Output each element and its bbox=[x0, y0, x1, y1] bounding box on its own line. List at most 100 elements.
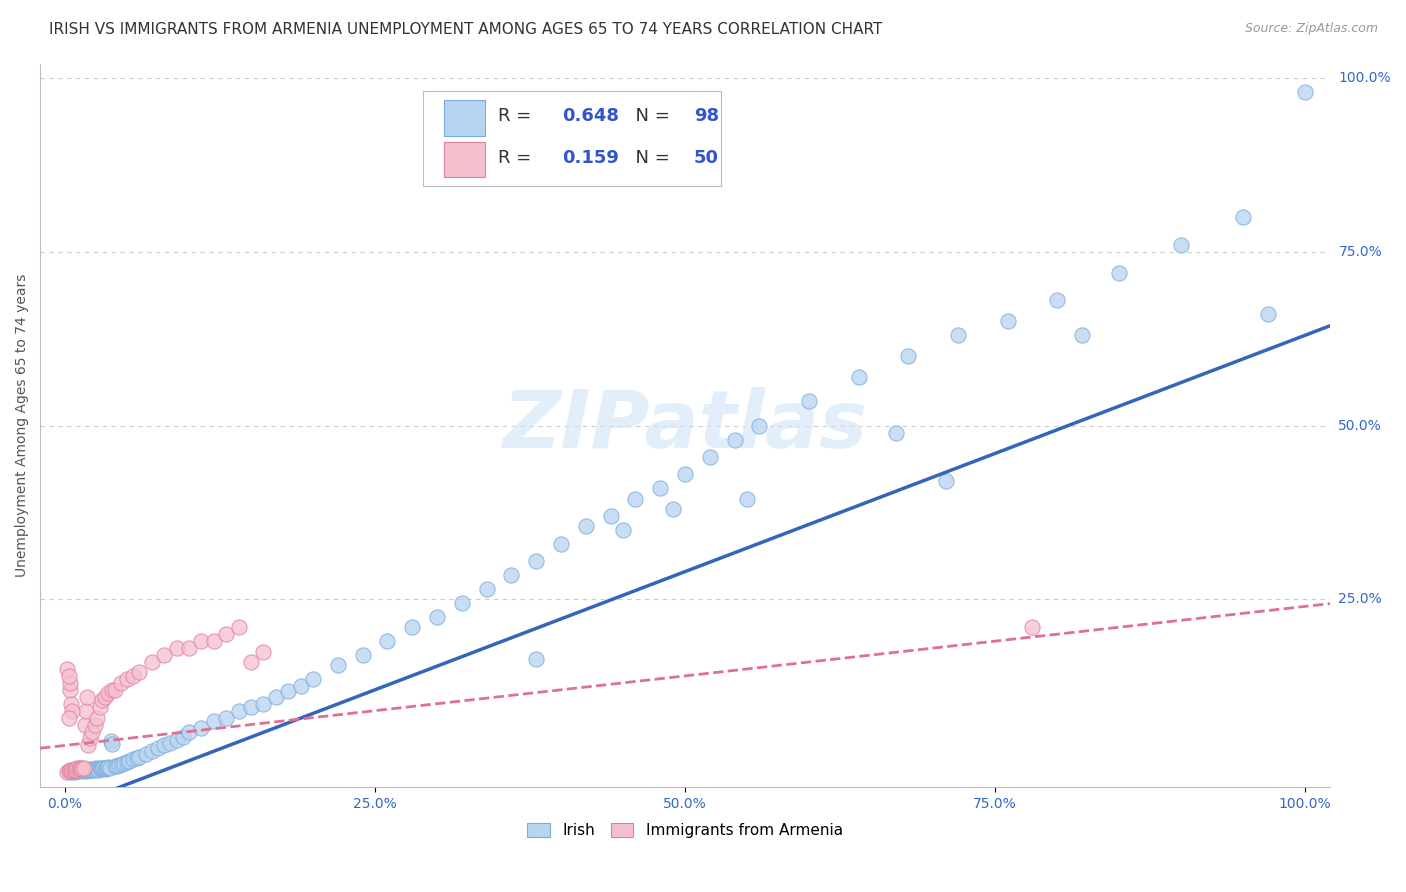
Text: 50: 50 bbox=[695, 149, 718, 167]
Point bbox=[1046, 293, 1069, 308]
Point bbox=[239, 655, 262, 669]
Point bbox=[77, 764, 100, 778]
Point bbox=[153, 739, 176, 753]
Point bbox=[1071, 328, 1094, 343]
Point bbox=[650, 481, 672, 495]
Point bbox=[94, 761, 117, 775]
Point bbox=[72, 763, 94, 777]
Point bbox=[141, 744, 163, 758]
Point bbox=[91, 761, 114, 775]
Point bbox=[63, 764, 86, 779]
Point bbox=[93, 761, 115, 775]
Text: N =: N = bbox=[624, 149, 676, 167]
Point bbox=[997, 314, 1019, 328]
Point bbox=[63, 762, 86, 776]
Point bbox=[202, 714, 225, 728]
Point bbox=[60, 697, 83, 711]
Text: 100.0%: 100.0% bbox=[1339, 71, 1391, 85]
Point bbox=[159, 736, 181, 750]
Point bbox=[76, 690, 98, 704]
Point bbox=[277, 684, 299, 698]
Point bbox=[80, 763, 103, 777]
Point bbox=[93, 762, 115, 776]
Point bbox=[101, 737, 124, 751]
Point bbox=[190, 634, 212, 648]
Point bbox=[90, 762, 112, 776]
Point bbox=[699, 450, 721, 464]
Point bbox=[105, 758, 128, 772]
Point bbox=[550, 537, 572, 551]
Point bbox=[97, 760, 120, 774]
Point bbox=[252, 697, 274, 711]
Point bbox=[58, 764, 80, 779]
Point bbox=[60, 764, 83, 779]
FancyBboxPatch shape bbox=[444, 142, 485, 178]
Text: 0.159: 0.159 bbox=[562, 149, 620, 167]
Point bbox=[401, 620, 423, 634]
Point bbox=[77, 739, 100, 753]
Point bbox=[65, 763, 87, 777]
Point bbox=[377, 634, 399, 648]
Point bbox=[84, 761, 107, 775]
Point bbox=[202, 634, 225, 648]
Point bbox=[60, 764, 83, 779]
Point bbox=[58, 669, 80, 683]
Point bbox=[599, 508, 621, 523]
Point bbox=[73, 717, 96, 731]
Point bbox=[60, 763, 83, 777]
Point bbox=[290, 679, 312, 693]
Y-axis label: Unemployment Among Ages 65 to 74 years: Unemployment Among Ages 65 to 74 years bbox=[15, 274, 30, 577]
Point bbox=[86, 711, 108, 725]
Text: IRISH VS IMMIGRANTS FROM ARMENIA UNEMPLOYMENT AMONG AGES 65 TO 74 YEARS CORRELAT: IRISH VS IMMIGRANTS FROM ARMENIA UNEMPLO… bbox=[49, 22, 883, 37]
Point bbox=[302, 673, 325, 687]
Point bbox=[103, 759, 125, 773]
Point bbox=[118, 754, 141, 768]
Point bbox=[72, 764, 94, 778]
Text: R =: R = bbox=[498, 149, 543, 167]
Point bbox=[352, 648, 374, 662]
Point bbox=[724, 433, 747, 447]
Text: 98: 98 bbox=[695, 107, 720, 125]
Point bbox=[575, 519, 598, 533]
Point bbox=[60, 704, 83, 718]
Point bbox=[62, 764, 84, 778]
Point bbox=[215, 627, 238, 641]
Point bbox=[87, 763, 110, 777]
Point bbox=[66, 761, 89, 775]
Point bbox=[1021, 620, 1043, 634]
Point bbox=[93, 690, 115, 704]
Point bbox=[884, 425, 907, 440]
Point bbox=[82, 764, 104, 778]
Point bbox=[264, 690, 287, 704]
Point bbox=[135, 747, 157, 761]
Point bbox=[1257, 307, 1279, 321]
Point bbox=[100, 733, 122, 747]
Point bbox=[73, 764, 96, 778]
Point bbox=[661, 502, 683, 516]
Point bbox=[115, 755, 138, 769]
Point bbox=[79, 762, 101, 776]
Point bbox=[426, 609, 449, 624]
Text: ZIPatlas: ZIPatlas bbox=[502, 386, 868, 465]
Point bbox=[848, 370, 870, 384]
Point bbox=[108, 758, 131, 772]
Point bbox=[111, 757, 134, 772]
FancyBboxPatch shape bbox=[423, 91, 721, 186]
Point bbox=[1108, 266, 1130, 280]
Point bbox=[72, 762, 94, 776]
Point bbox=[897, 349, 920, 363]
Point bbox=[69, 761, 91, 775]
Point bbox=[58, 711, 80, 725]
Point bbox=[97, 686, 120, 700]
Point bbox=[475, 582, 498, 596]
Point bbox=[82, 724, 104, 739]
Point bbox=[101, 682, 124, 697]
Point bbox=[612, 523, 634, 537]
FancyBboxPatch shape bbox=[444, 101, 485, 136]
Point bbox=[1170, 237, 1192, 252]
Point bbox=[177, 724, 200, 739]
Point bbox=[83, 717, 105, 731]
Point bbox=[153, 648, 176, 662]
Point bbox=[59, 682, 82, 697]
Point bbox=[946, 328, 969, 343]
